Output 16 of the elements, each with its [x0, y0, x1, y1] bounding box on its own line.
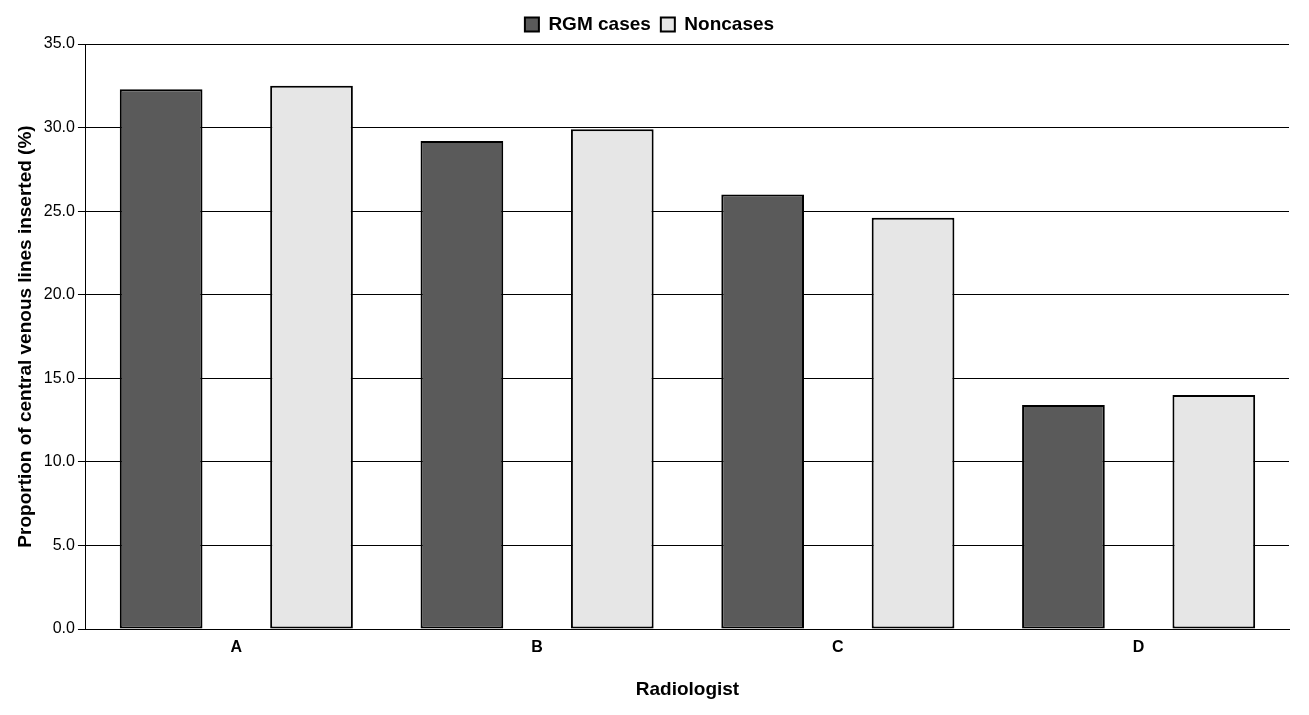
legend-label: RGM cases [548, 12, 651, 34]
x-tick-label: D [1132, 638, 1145, 656]
x-tick-label: C [832, 638, 845, 656]
y-tick-label: 10.0 [43, 452, 76, 470]
x-tick-label: B [531, 638, 543, 656]
x-axis-title: Radiologist [635, 677, 740, 699]
y-tick-label: 0.0 [52, 619, 76, 637]
y-tick-label: 35.0 [43, 34, 76, 52]
x-tick-label: A [230, 638, 243, 656]
y-axis-title: Proportion of central venous lines inserted (%) [13, 125, 35, 548]
y-tick-label: 30.0 [43, 117, 76, 135]
y-tick-label: 25.0 [43, 201, 76, 219]
y-tick-label: 15.0 [43, 368, 76, 386]
y-tick-label: 20.0 [43, 285, 76, 303]
legend-label: Noncases [684, 12, 775, 34]
y-tick-label: 5.0 [52, 535, 76, 553]
